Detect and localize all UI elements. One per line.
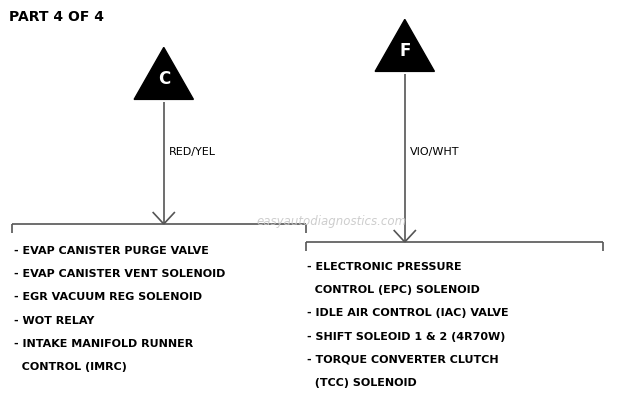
Text: - INTAKE MANIFOLD RUNNER: - INTAKE MANIFOLD RUNNER [14, 339, 193, 349]
Text: - EGR VACUUM REG SOLENOID: - EGR VACUUM REG SOLENOID [14, 292, 201, 302]
Text: PART 4 OF 4: PART 4 OF 4 [9, 10, 104, 24]
Text: VIO/WHT: VIO/WHT [410, 147, 459, 157]
Text: - SHIFT SOLEOID 1 & 2 (4R70W): - SHIFT SOLEOID 1 & 2 (4R70W) [307, 332, 506, 342]
Text: C: C [158, 70, 170, 88]
Text: - EVAP CANISTER PURGE VALVE: - EVAP CANISTER PURGE VALVE [14, 246, 208, 256]
Text: - TORQUE CONVERTER CLUTCH: - TORQUE CONVERTER CLUTCH [307, 355, 499, 365]
Text: - ELECTRONIC PRESSURE: - ELECTRONIC PRESSURE [307, 262, 462, 272]
Polygon shape [134, 47, 193, 99]
Text: - WOT RELAY: - WOT RELAY [14, 316, 94, 326]
Text: - EVAP CANISTER VENT SOLENOID: - EVAP CANISTER VENT SOLENOID [14, 269, 225, 279]
Polygon shape [375, 19, 434, 71]
Text: F: F [399, 42, 410, 60]
Text: CONTROL (IMRC): CONTROL (IMRC) [14, 362, 127, 372]
Text: easyautodiagnostics.com: easyautodiagnostics.com [256, 216, 407, 228]
Text: RED/YEL: RED/YEL [169, 147, 216, 157]
Text: CONTROL (EPC) SOLENOID: CONTROL (EPC) SOLENOID [307, 285, 480, 295]
Text: - IDLE AIR CONTROL (IAC) VALVE: - IDLE AIR CONTROL (IAC) VALVE [307, 308, 509, 318]
Text: (TCC) SOLENOID: (TCC) SOLENOID [307, 378, 417, 388]
